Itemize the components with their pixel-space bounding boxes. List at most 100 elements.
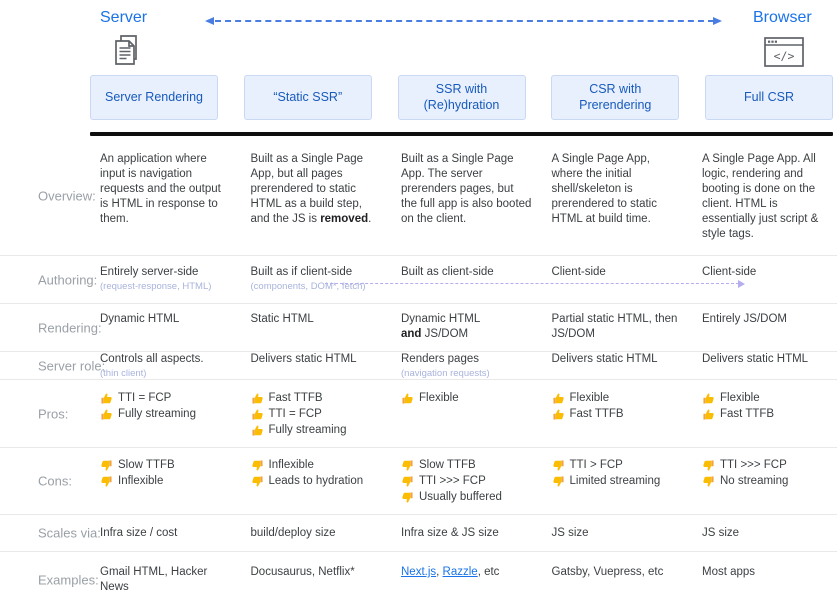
rendering-cell-5: Entirely JS/DOM [702,312,833,327]
table-row-examples: Examples: Gmail HTML, Hacker News Docusaur… [0,551,837,608]
cons-item-text: Slow TTFB [419,459,476,471]
scales_via-cell-4: JS size [552,526,683,541]
scales_via-cell-text: Infra size / cost [100,527,178,539]
overview-cell-text: A Single Page App. All logic, rendering … [702,153,819,240]
cons-item-text: Leads to hydration [268,475,364,487]
pros-item-text: Flexible [569,392,610,404]
cons-cell-5: TTI >>> FCP No streaming [702,457,833,489]
row-label-authoring: Authoring: [38,272,98,287]
rendering-cell-text: Partial static HTML, then JS/DOM [551,313,678,340]
cons-cell-1: Slow TTFB Inflexible [100,457,231,489]
pros-item-text: Fully streaming [118,408,196,420]
cons-item: TTI > FCP [552,457,683,473]
pros-item: Fast TTFB [251,390,382,406]
server_role-cell-subtext: (thin client) [100,368,147,379]
rendering-cell-2: Static HTML [251,312,382,327]
pros-item-text: Fast TTFB [268,392,323,404]
table-row-pros: Pros: TTI = FCP Fully streaming Fast TTFB TT… [0,379,837,447]
server-endpoint-label: Server [100,9,148,26]
link-razzle[interactable]: Razzle [442,566,478,578]
cons-item-text: Inflexible [118,475,164,487]
cons-item: Inflexible [100,473,231,489]
authoring-cell-subtext: (request-response, HTML) [100,281,212,292]
authoring-cell-subtext: (components, DOM*, fetch) [250,281,366,292]
link-next-js[interactable]: Next.js [401,566,437,578]
server_role-cell-5: Delivers static HTML [702,352,833,367]
thumb-up-icon [702,392,715,405]
examples-cell-text: Gatsby, Vuepress, etc [551,566,664,578]
pros-cell-3: Flexible [401,390,532,406]
server_role-cell-text: Delivers static HTML [250,353,357,365]
authoring-cell-3: Built as client-side [401,265,532,280]
server_role-cell-text: Renders pages [401,353,479,365]
cons-cell-2: Inflexible Leads to hydration [251,457,382,489]
cons-item: Slow TTFB [100,457,231,473]
spectrum-arrowhead-left [205,17,214,25]
table-row-rendering: Rendering: Dynamic HTML Static HTML Dynamic… [0,303,837,351]
cons-item: Slow TTFB [401,457,532,473]
column-header-static-ssr: “Static SSR” [243,75,372,120]
column-headers: Server Rendering “Static SSR” SSR with (Re… [90,75,833,120]
examples-cell-2: Docusaurus, Netflix* [251,565,382,580]
scales_via-cell-text: JS size [551,527,589,539]
row-label-overview: Overview: [38,188,96,204]
pros-item-text: TTI = FCP [118,392,172,404]
authoring-cell-1: Entirely server-side (request-response, H… [100,265,231,292]
pros-item-text: Flexible [720,392,760,404]
overview-cell-text: Built as a Single Page App. The server p… [401,153,532,225]
rendering-cell-text: Entirely JS/DOM [702,313,787,325]
table-row-server_role: Server role: Controls all aspects. (thin c… [0,351,837,379]
row-label-rendering: Rendering: [38,320,102,335]
pros-item: Fully streaming [100,406,231,422]
authoring-cell-2: Built as if client-side (components, DOM*… [251,265,382,292]
thumb-up-icon [552,392,565,405]
svg-text:</>: </> [774,49,795,63]
overview-cell-1: An application where input is navigation… [100,152,231,227]
thumb-down-icon [100,459,113,472]
cons-item: Limited streaming [552,473,683,489]
server_role-cell-1: Controls all aspects. (thin client) [100,352,231,379]
row-label-examples: Examples: [38,572,99,588]
thumb-up-icon [100,408,113,421]
pros-item-text: TTI = FCP [268,408,322,420]
overview-cell-text: Built as a Single Page App, but all page… [250,153,372,225]
row-label-server_role: Server role: [38,358,106,373]
cons-item: TTI >>> FCP [401,473,532,489]
authoring-cell-text: Client-side [702,266,757,278]
table-row-overview: Overview: An application where input is n… [0,137,837,255]
header-divider-bar [90,132,833,136]
scales_via-cell-text: Infra size & JS size [401,527,499,539]
server_role-cell-2: Delivers static HTML [251,352,382,367]
thumb-down-icon [100,475,113,488]
thumb-down-icon [401,475,414,488]
scales_via-cell-5: JS size [702,526,833,541]
examples-cell-3: Next.js, Razzle, etc [401,565,532,580]
scales_via-cell-1: Infra size / cost [100,526,231,541]
cons-item-text: Inflexible [268,459,314,471]
cons-item-text: Slow TTFB [118,459,175,471]
pros-cell-2: Fast TTFB TTI = FCP Fully streaming [251,390,382,438]
table-row-scales_via: Scales via: Infra size / cost build/deploy… [0,514,837,551]
pros-item: Flexible [552,390,683,406]
cons-item: TTI >>> FCP [702,457,833,473]
server_role-cell-text: Delivers static HTML [551,353,658,365]
overview-cell-3: Built as a Single Page App. The server p… [401,152,532,227]
rendering-cell-4: Partial static HTML, then JS/DOM [552,312,683,342]
column-header-server-rendering: Server Rendering [90,75,218,120]
thumb-down-icon [552,475,565,488]
thumb-up-icon [401,392,414,405]
server_role-cell-text: Delivers static HTML [702,353,809,365]
examples-cell-text: Most apps [702,566,756,578]
scales_via-cell-text: build/deploy size [250,527,336,539]
scales_via-cell-2: build/deploy size [251,526,382,541]
scales_via-cell-3: Infra size & JS size [401,526,532,541]
pros-item-text: Fast TTFB [720,408,775,420]
column-header-full-csr: Full CSR [705,75,833,120]
authoring-cell-text: Entirely server-side [100,266,199,278]
examples-cell-4: Gatsby, Vuepress, etc [552,565,683,580]
cons-item-text: TTI > FCP [569,459,623,471]
spectrum-arrowhead-right [713,17,722,25]
rendering-cell-1: Dynamic HTML [100,312,231,327]
cons-item-text: No streaming [720,475,789,487]
cons-cell-4: TTI > FCP Limited streaming [552,457,683,489]
